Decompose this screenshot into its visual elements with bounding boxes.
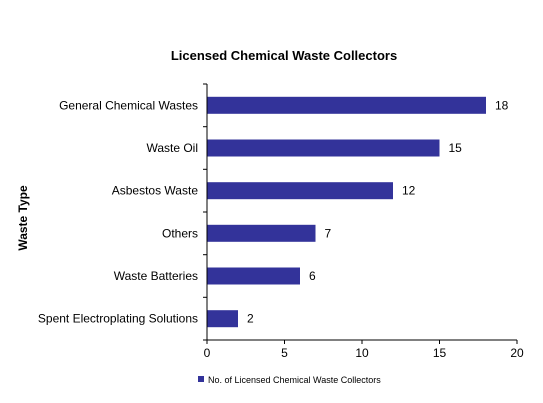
category-label: Others [162, 226, 198, 240]
legend-series-name: No. of Licensed Chemical Waste Collector… [208, 375, 381, 385]
data-label: 7 [325, 226, 332, 240]
bar [207, 96, 486, 114]
category-label: Asbestos Waste [112, 184, 199, 198]
legend-swatch [198, 376, 204, 382]
bar [207, 224, 316, 242]
bar [207, 267, 300, 285]
x-tick-label: 5 [281, 346, 288, 360]
x-tick-label: 20 [510, 346, 524, 360]
data-label: 12 [402, 184, 416, 198]
axes-layer: 0 5 10 15 20 [203, 83, 524, 360]
category-label: Waste Batteries [114, 269, 198, 283]
bar [207, 182, 393, 200]
bar [207, 139, 440, 157]
data-label: 2 [247, 312, 254, 326]
bars-layer: General Chemical Wastes 18 Waste Oil 15 Asbe… [38, 96, 509, 328]
data-label: 18 [495, 98, 509, 112]
y-axis-label: Waste Type [16, 185, 30, 251]
category-label: Spent Electroplating Solutions [38, 312, 198, 326]
x-tick-label: 15 [433, 346, 447, 360]
x-tick-label: 10 [355, 346, 369, 360]
bar [207, 310, 238, 328]
data-label: 15 [449, 141, 463, 155]
category-label: General Chemical Wastes [59, 98, 198, 112]
legend: No. of Licensed Chemical Waste Collector… [198, 375, 381, 385]
chart-title: Licensed Chemical Waste Collectors [171, 48, 397, 63]
x-tick-label: 0 [204, 346, 211, 360]
data-label: 6 [309, 269, 316, 283]
category-label: Waste Oil [146, 141, 198, 155]
